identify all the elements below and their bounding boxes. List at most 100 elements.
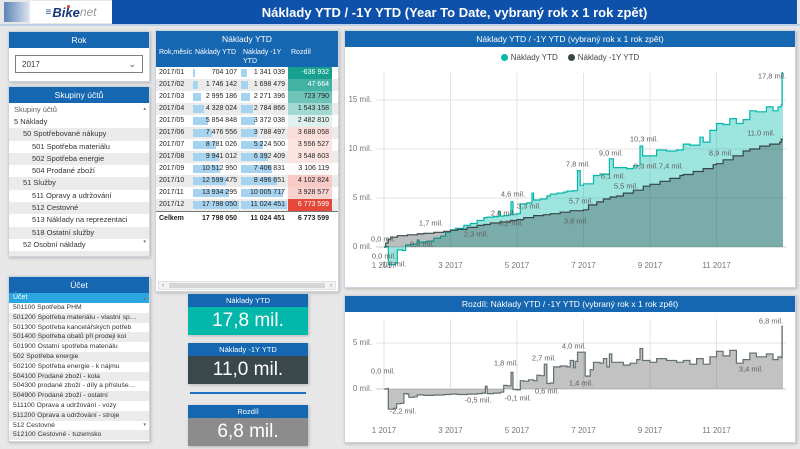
data-label: 1,7 mil. bbox=[418, 218, 444, 228]
ucet-list-item[interactable]: 511100 Oprava a udržování - vozy bbox=[13, 401, 117, 409]
data-label: 3,2 mil. bbox=[498, 218, 524, 228]
area-naklady-ytd bbox=[384, 72, 783, 265]
table-total-row[interactable]: Celkem 17 798 050 11 024 451 6 773 599 bbox=[156, 211, 338, 224]
table-row[interactable]: 2017/02 1 746 142 1 698 479 47 664 bbox=[156, 79, 338, 91]
data-label: 2,8 mil. bbox=[490, 208, 516, 218]
ucet-selected-header-row[interactable]: Účet bbox=[9, 293, 149, 303]
year-select[interactable]: 2017 ⌄ bbox=[15, 55, 143, 73]
value-cell: 9 941 012 bbox=[192, 151, 240, 163]
legend-item-naklady-ytd[interactable]: Náklady YTD bbox=[500, 53, 558, 62]
ucet-list-item[interactable]: 512 Cestovné bbox=[13, 421, 55, 429]
x-axis-tick-label: 7 2017 bbox=[571, 426, 596, 435]
table-row[interactable]: 2017/04 4 328 024 2 784 866 1 543 158 bbox=[156, 103, 338, 115]
y-axis-tick-label: 5 mil. bbox=[352, 193, 372, 202]
scroll-up-icon[interactable]: ▲ bbox=[142, 296, 147, 301]
databar bbox=[241, 81, 249, 89]
table-title: Náklady YTD bbox=[156, 31, 338, 47]
databar bbox=[193, 93, 201, 101]
ucet-list-item[interactable]: 504900 Prodané zboží - ostatní bbox=[9, 391, 149, 401]
table-row[interactable]: 2017/12 17 798 050 11 024 451 6 773 599 bbox=[156, 199, 338, 211]
ucet-list-item[interactable]: 501300 Spotřeba kancelářských potřeb bbox=[13, 323, 132, 331]
databar bbox=[241, 69, 247, 77]
horizontal-scrollbar[interactable]: ‹ › bbox=[158, 281, 336, 290]
ucet-panel: Účet Účet ▲ 501100 Spotřeba PHM 501200 Sp… bbox=[8, 276, 150, 442]
databar bbox=[193, 81, 198, 89]
ucet-list-item[interactable]: 502100 Spotřeba energie - k nájmu bbox=[13, 362, 120, 370]
data-label: 4,6 mil. bbox=[500, 189, 526, 199]
kpi-card-naklady-1y-ytd: Náklady -1Y YTD 11,0 mil. bbox=[188, 343, 308, 384]
ucet-list-item[interactable]: 502 Spotřeba energie bbox=[9, 351, 149, 362]
table-row[interactable]: 2017/08 9 941 012 6 392 409 3 548 603 bbox=[156, 151, 338, 163]
rok-slicer-panel: Rok 2017 ⌄ bbox=[8, 31, 150, 82]
data-label: 0,0 mil. bbox=[370, 234, 396, 244]
data-label: 8,1 mil. bbox=[600, 171, 626, 181]
rozdil-cell: 3 688 058 bbox=[288, 127, 332, 139]
scroll-up-icon[interactable]: ▲ bbox=[142, 106, 147, 111]
skupiny-list-item[interactable]: 511 Opravy a udržování bbox=[32, 190, 112, 200]
table-row[interactable]: 2017/03 2 995 186 2 271 396 723 790 bbox=[156, 91, 338, 103]
kpi-title: Náklady YTD bbox=[188, 294, 308, 307]
scroll-right-icon[interactable]: › bbox=[329, 282, 333, 289]
skupiny-list-item[interactable]: 5 Náklady bbox=[14, 117, 48, 126]
skupiny-list-item[interactable]: 513 Náklady na reprezentaci bbox=[32, 215, 128, 225]
chart-legend: Náklady YTD Náklady -1Y YTD bbox=[345, 53, 795, 62]
kpi-title: Rozdíl bbox=[188, 405, 308, 418]
legend-label: Náklady -1Y YTD bbox=[577, 53, 640, 62]
data-label: 1,4 mil. bbox=[568, 378, 594, 388]
ucet-list: 501100 Spotřeba PHM 501200 Spotřeba mater… bbox=[9, 303, 149, 441]
table-row[interactable]: 2017/07 8 781 026 5 224 500 3 556 527 bbox=[156, 139, 338, 151]
col-header-naklady-1y-ytd[interactable]: Náklady -1Y YTD bbox=[243, 49, 282, 65]
ucet-list-item[interactable]: 501400 Spotřeba obalů při prodeji kol bbox=[9, 332, 149, 343]
table-row[interactable]: 2017/09 10 512 950 7 406 831 3 106 119 bbox=[156, 163, 338, 175]
skupiny-list-item[interactable]: 52 Osobní náklady bbox=[23, 239, 86, 249]
col-header-rozdil[interactable]: Rozdíl bbox=[291, 49, 311, 56]
logo-net-text: net bbox=[79, 5, 97, 19]
ucet-list-item[interactable]: 504300 prodané zboží - díly a přísluše… bbox=[13, 382, 136, 390]
scroll-down-icon[interactable]: ▼ bbox=[142, 239, 147, 244]
scrollbar-thumb[interactable] bbox=[169, 283, 325, 288]
table-row[interactable]: 2017/10 12 599 475 8 496 651 4 102 824 bbox=[156, 175, 338, 187]
skupiny-list-item[interactable]: 50 Spotřebované nákupy bbox=[9, 128, 149, 141]
bikenet-logo: ≡ Bike net bbox=[30, 1, 112, 23]
data-label: 11,0 mil. bbox=[747, 128, 775, 138]
data-label: 0,6 mil. bbox=[534, 386, 560, 396]
year-select-value: 2017 bbox=[22, 59, 40, 69]
data-label: -0,5 mil. bbox=[464, 395, 492, 405]
ucet-list-item[interactable]: 512100 Cestovné - tuzemsko bbox=[9, 430, 149, 441]
databar bbox=[241, 189, 283, 197]
ucet-list-item[interactable]: 511200 Oprava a udržování - stroje bbox=[9, 410, 149, 421]
data-label: 5,7 mil. bbox=[568, 196, 594, 206]
month-cell: 2017/04 bbox=[159, 105, 185, 112]
table-row[interactable]: 2017/06 7 476 556 3 788 497 3 688 058 bbox=[156, 127, 338, 139]
col-header-rok-mesic[interactable]: Rok,měsíc bbox=[159, 49, 193, 56]
total-cell: 11 024 451 bbox=[250, 215, 285, 222]
scroll-down-icon[interactable]: ▼ bbox=[142, 422, 147, 427]
rozdil-cell: 3 106 119 bbox=[288, 163, 332, 175]
legend-item-naklady-1y-ytd[interactable]: Náklady -1Y YTD bbox=[567, 53, 640, 62]
table-row[interactable]: 2017/01 704 107 1 341 039 -636 932 bbox=[156, 67, 338, 79]
scroll-left-icon[interactable]: ‹ bbox=[161, 282, 165, 289]
data-label: 10,3 mil. bbox=[629, 134, 659, 144]
naklady-table-panel: Náklady YTD Rok,měsíc Náklady YTD Náklad… bbox=[155, 30, 339, 292]
ucet-list-item[interactable]: 501200 Spotřeba materiálu - vlastní sp… bbox=[9, 312, 149, 323]
kpi-value: 11,0 mil. bbox=[188, 356, 308, 384]
clipped-list-item bbox=[9, 251, 149, 256]
skupiny-list-item[interactable]: 518 Ostatní služby bbox=[9, 226, 149, 239]
skupiny-list-item[interactable]: 502 Spotřeba energie bbox=[9, 152, 149, 166]
skupiny-list-item[interactable]: 504 Prodané zboží bbox=[32, 166, 95, 176]
page-title: Náklady YTD / -1Y YTD (Year To Date, vyb… bbox=[112, 0, 797, 24]
skupiny-list-item[interactable]: 51 Služby bbox=[9, 177, 149, 190]
kpi-value: 6,8 mil. bbox=[188, 418, 308, 446]
table-row[interactable]: 2017/05 5 854 848 3 372 038 2 482 810 bbox=[156, 115, 338, 127]
logo-red-dot bbox=[66, 5, 70, 8]
skupiny-list-item[interactable]: 501 Spotřeba materiálu bbox=[32, 141, 110, 151]
ucet-list-item[interactable]: 501100 Spotřeba PHM bbox=[13, 304, 82, 311]
ucet-list-item[interactable]: 501900 Ostatní spotřeba materiálu bbox=[13, 343, 118, 351]
table-row[interactable]: 2017/11 13 934 295 10 005 717 3 928 577 bbox=[156, 187, 338, 199]
ucet-list-item[interactable]: 504100 Prodané zboží - kola bbox=[9, 371, 149, 382]
kpi-card-naklady-ytd: Náklady YTD 17,8 mil. bbox=[188, 294, 308, 335]
rozdil-cell: 723 790 bbox=[288, 91, 332, 103]
col-header-naklady-ytd[interactable]: Náklady YTD bbox=[195, 49, 237, 56]
skupiny-list-item[interactable]: 512 Cestovné bbox=[9, 202, 149, 215]
